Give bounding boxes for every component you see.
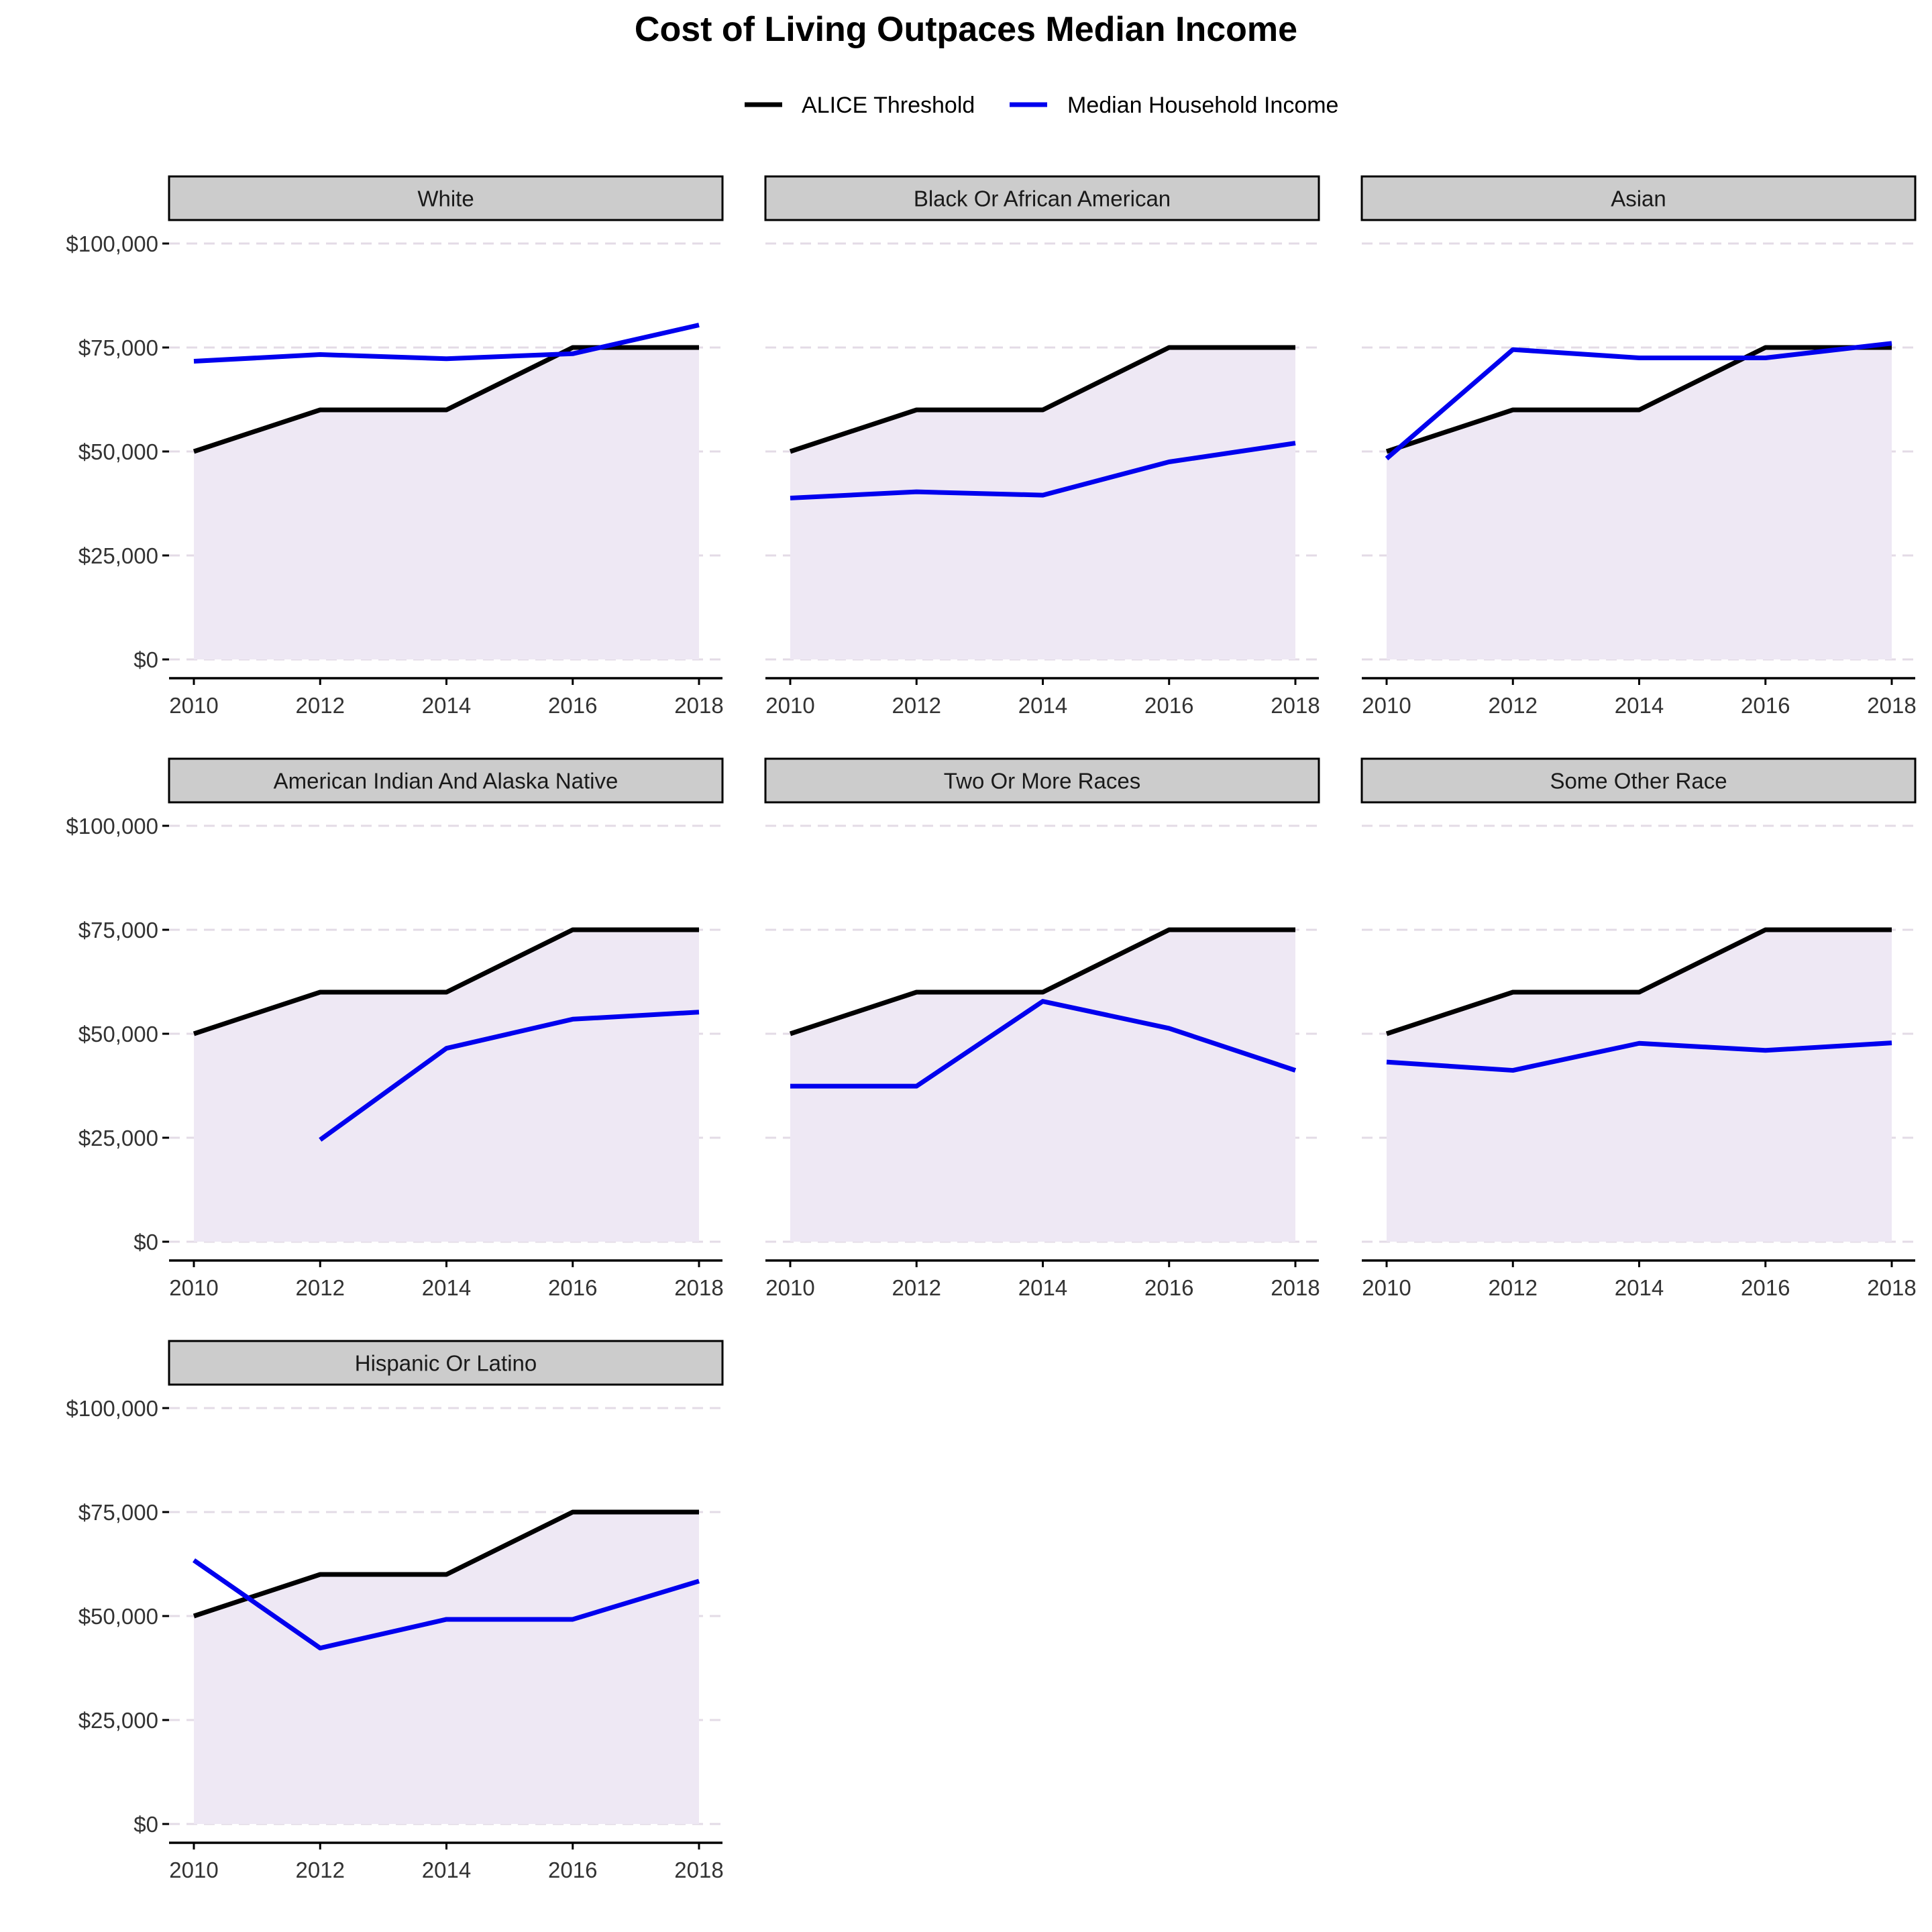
panel-strip-label: Hispanic Or Latino [355,1351,537,1376]
x-tick-label: 2012 [1489,693,1538,718]
x-tick-label: 2010 [1362,693,1411,718]
x-tick-label: 2010 [765,1275,814,1300]
panel-strip [168,1340,724,1386]
alice-threshold-line [789,345,1295,454]
x-tick-label: 2014 [422,693,471,718]
x-tick-label: 2012 [892,1275,941,1300]
panel-black-or-african-american: Black Or African American 2010 2012 2014 201… [764,175,1320,718]
x-tick-label: 2010 [169,693,218,718]
x-tick-label: 2018 [1271,693,1320,718]
alice-threshold-area [194,1512,699,1824]
panel-strip-label: American Indian And Alaska Native [274,769,619,794]
x-tick-label: 2010 [1362,1275,1411,1300]
median-household-income-line [790,999,1297,1089]
panel-strip [168,757,724,804]
x-tick-label: 2018 [674,1858,723,1882]
panel-strip-label: Some Other Race [1550,769,1727,794]
alice-threshold-area [194,930,699,1242]
x-tick-label: 2016 [1144,693,1193,718]
alice-threshold-area [1387,930,1892,1242]
x-tick-label: 2016 [548,1275,597,1300]
y-tick-label: $50,000 [78,1022,158,1046]
alice-threshold-area [790,930,1295,1242]
x-tick-label: 2018 [1867,1275,1916,1300]
y-tick-label: $75,000 [78,918,158,943]
x-tick-label: 2014 [1018,1275,1067,1300]
x-tick-label: 2016 [1144,1275,1193,1300]
median-household-income-line [193,323,700,364]
panel-two-or-more-races: Two Or More Races 2010 2012 2014 2016 2018 [764,757,1320,1300]
panel-strip-label: Asian [1611,186,1666,211]
legend: ALICE Threshold Median Household Income [745,93,1338,118]
x-tick-label: 2012 [296,1858,345,1882]
x-tick-label: 2012 [1489,1275,1538,1300]
legend-label-median-household-income: Median Household Income [1067,93,1338,118]
panel-strip [764,757,1320,804]
x-tick-label: 2014 [422,1858,471,1882]
x-tick-label: 2012 [892,693,941,718]
y-tick-label: $25,000 [78,1126,158,1150]
panel-hispanic-or-latino: Hispanic Or Latino $0 $25,000 $50,000 $75,00… [66,1340,724,1882]
alice-threshold-area [194,347,699,659]
x-tick-label: 2018 [1271,1275,1320,1300]
panel-some-other-race: Some Other Race 2010 2012 2014 2016 2018 [1360,757,1917,1300]
alice-threshold-line [1385,345,1892,454]
y-tick-label: $25,000 [78,1708,158,1733]
alice-threshold-line [1385,927,1892,1036]
chart-title: Cost of Living Outpaces Median Income [635,10,1297,49]
x-tick-label: 2010 [169,1275,218,1300]
x-tick-label: 2010 [169,1858,218,1882]
y-tick-label: $25,000 [78,543,158,568]
y-tick-label: $75,000 [78,335,158,360]
x-tick-label: 2012 [296,693,345,718]
x-tick-label: 2014 [1615,1275,1664,1300]
x-tick-label: 2016 [548,1858,597,1882]
median-household-income-line [319,1010,700,1142]
panel-strip [1360,175,1917,221]
alice-threshold-line [193,927,699,1036]
x-tick-label: 2014 [422,1275,471,1300]
panel-strip-label: Two Or More Races [944,769,1140,794]
y-tick-label: $50,000 [78,439,158,464]
x-tick-label: 2016 [548,693,597,718]
x-tick-label: 2010 [765,693,814,718]
x-tick-label: 2018 [674,693,723,718]
x-tick-label: 2018 [674,1275,723,1300]
panel-american-indian-and-alaska-native: American Indian And Alaska Native $0 $25,0… [66,757,724,1300]
legend-label-alice-threshold: ALICE Threshold [802,93,975,118]
alice-threshold-line [789,927,1295,1036]
x-tick-label: 2014 [1018,693,1067,718]
panels: White $0 $25,000 $50,000 $75,000 $100,000 2010… [66,175,1917,1882]
x-tick-label: 2016 [1741,1275,1790,1300]
y-tick-label: $0 [133,647,158,672]
panel-strip [764,175,1320,221]
panel-white: White $0 $25,000 $50,000 $75,000 $100,000 2010… [66,175,724,718]
y-tick-label: $0 [133,1230,158,1254]
y-tick-label: $50,000 [78,1604,158,1629]
y-tick-label: $100,000 [66,1396,158,1421]
panel-strip-label: White [417,186,474,211]
y-tick-label: $75,000 [78,1500,158,1525]
x-tick-label: 2018 [1867,693,1916,718]
x-tick-label: 2016 [1741,693,1790,718]
median-household-income-line [1385,341,1892,461]
alice-threshold-line [193,1509,699,1619]
y-tick-label: $100,000 [66,231,158,256]
alice-threshold-area [1387,347,1892,659]
alice-threshold-line [193,345,699,454]
median-household-income-line [790,441,1296,500]
y-tick-label: $100,000 [66,814,158,839]
median-household-income-line [1386,1040,1892,1073]
alice-threshold-area [790,347,1295,659]
median-household-income-line [193,1558,700,1651]
panel-strip-label: Black Or African American [914,186,1171,211]
panel-asian: Asian 2010 2012 2014 2016 2018 [1360,175,1917,718]
x-tick-label: 2012 [296,1275,345,1300]
panel-strip [1360,757,1917,804]
panel-strip [168,175,724,221]
x-tick-label: 2014 [1615,693,1664,718]
y-tick-label: $0 [133,1812,158,1837]
